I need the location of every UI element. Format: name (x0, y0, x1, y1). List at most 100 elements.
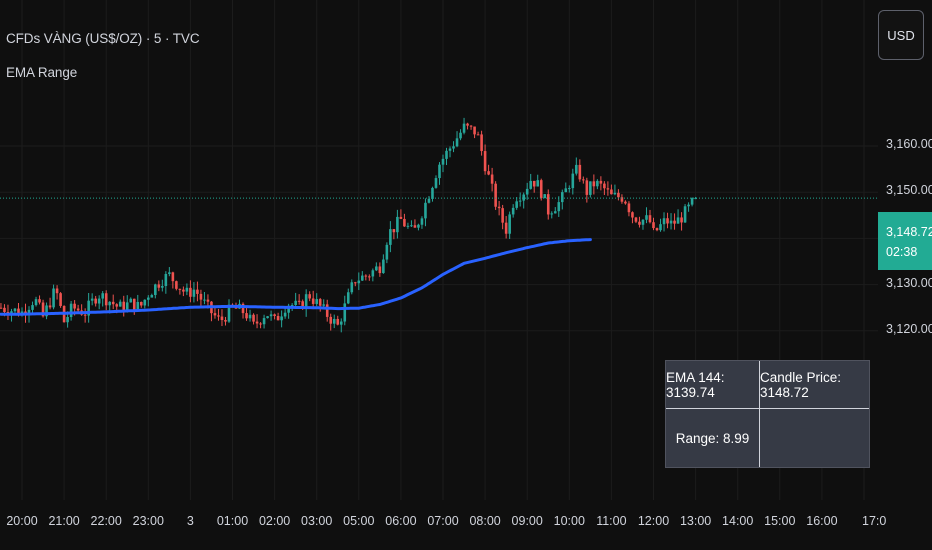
candle-body (336, 318, 340, 325)
ema-range-table: EMA 144: 3139.74 Candle Price: 3148.72 R… (665, 360, 870, 468)
candle-body (192, 289, 196, 297)
candle-body (27, 309, 31, 315)
candle-body (413, 225, 417, 228)
candle-body (568, 188, 571, 190)
candle-body (304, 294, 308, 309)
x-tick-label: 08:00 (469, 514, 501, 528)
candle-body (245, 313, 248, 319)
candle-body (529, 180, 533, 189)
candle-body (182, 289, 185, 292)
last-price-value: 3,148.724 (886, 225, 932, 239)
candle-body (3, 307, 6, 313)
candle-body (508, 214, 511, 234)
candle-body (459, 132, 462, 139)
x-tick-label: 14:00 (722, 514, 754, 528)
candle-body (399, 216, 403, 219)
range-value-cell: Range: 8.99 (675, 430, 750, 446)
table-divider-horizontal (666, 408, 869, 409)
candle-body (199, 293, 203, 300)
candle-body (157, 284, 161, 288)
candle-body (255, 321, 259, 324)
candle-body (104, 293, 108, 306)
candle-body (87, 300, 90, 316)
candle-body (118, 301, 122, 307)
candle-body (427, 198, 431, 203)
candle-body (273, 314, 276, 317)
candle-body (420, 218, 424, 225)
currency-button[interactable]: USD (878, 10, 924, 60)
candle-body (550, 213, 554, 215)
candle-body (617, 192, 620, 198)
candle-body (339, 321, 343, 325)
candle-body (385, 244, 389, 260)
x-tick-label: 22:00 (90, 514, 122, 528)
x-tick-label: 21:00 (48, 514, 80, 528)
candle-body (431, 187, 434, 199)
y-tick-label: 3,130.000 (886, 275, 932, 290)
candle-body (178, 288, 182, 290)
candle-body (343, 303, 347, 322)
candle-body (638, 221, 641, 225)
candle-body (241, 303, 245, 314)
candle-body (262, 318, 266, 325)
candle-body (546, 194, 550, 215)
x-tick-label: 13:00 (679, 514, 712, 528)
y-tick-label: 3,160.000 (886, 137, 932, 151)
candle-body (448, 148, 452, 151)
candle-body (462, 123, 466, 133)
candle-body (624, 201, 627, 204)
candle-body (171, 272, 175, 282)
candle-body (101, 293, 104, 299)
candle-body (185, 287, 189, 292)
candle-body (217, 315, 220, 317)
candle-body (511, 207, 515, 215)
candle-body (515, 201, 518, 208)
candle-body (603, 183, 606, 189)
ema-value-cell: EMA 144: 3139.74 (666, 369, 725, 400)
candle-body (364, 275, 368, 277)
candle-body (55, 288, 59, 294)
candle-body (308, 294, 311, 299)
indicator-label[interactable]: EMA Range (6, 65, 78, 80)
candle-body (434, 178, 438, 188)
candle-body (525, 188, 529, 195)
candle-body (445, 150, 448, 159)
candle-body (17, 308, 20, 316)
candle-body (143, 299, 147, 306)
candle-body (147, 297, 150, 300)
candle-body (224, 320, 227, 322)
candle-body (139, 301, 143, 306)
candle-body (125, 302, 129, 311)
candle-body (634, 217, 638, 222)
candle-body (203, 299, 206, 301)
candle-body (150, 295, 154, 298)
candle-body (66, 317, 69, 323)
candle-body (469, 125, 473, 127)
candle-body (378, 266, 382, 274)
symbol-title[interactable]: CFDs VÀNG (US$/OZ) · 5 · TVC (6, 31, 200, 46)
candle-body (13, 308, 17, 312)
candle-body (410, 225, 413, 227)
candle-body (280, 316, 283, 321)
x-tick-label: 01:00 (216, 514, 249, 528)
candle-body (575, 164, 578, 174)
candle-body (694, 198, 697, 200)
x-tick-label: 10:00 (553, 514, 585, 528)
candle-body (175, 281, 178, 289)
candle-body (287, 305, 290, 313)
candle-body (276, 316, 280, 321)
last-price-tag: 3,148.724 02:38 (878, 212, 932, 270)
candle-body (557, 202, 561, 212)
candle-body (325, 304, 329, 317)
candle-body (382, 259, 385, 274)
x-tick-label: 17:0 (862, 514, 887, 528)
candle-body (353, 282, 357, 284)
candle-body (189, 287, 192, 297)
candle-body (659, 224, 662, 231)
x-tick-label: 11:00 (596, 514, 627, 528)
candle-body (571, 173, 575, 189)
x-tick-label: 15:00 (764, 514, 796, 528)
candle-body (368, 276, 371, 278)
candle-body (329, 316, 333, 324)
candle-body (108, 301, 112, 306)
